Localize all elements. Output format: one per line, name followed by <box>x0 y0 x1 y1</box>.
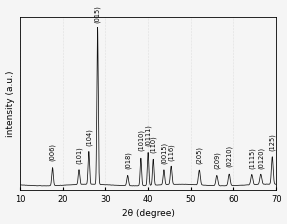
Text: (104): (104) <box>86 128 92 146</box>
Text: (006): (006) <box>49 143 56 161</box>
Text: (209): (209) <box>214 151 220 168</box>
Text: (1115): (1115) <box>249 147 255 168</box>
Text: (0210): (0210) <box>226 145 232 167</box>
Y-axis label: intensity (a.u.): intensity (a.u.) <box>5 71 15 137</box>
Text: (116): (116) <box>168 143 174 161</box>
Text: (018): (018) <box>124 151 131 168</box>
Text: (125): (125) <box>269 134 276 151</box>
X-axis label: 2θ (degree): 2θ (degree) <box>122 209 174 218</box>
Text: (110): (110) <box>150 135 156 153</box>
Text: (0015): (0015) <box>161 142 167 164</box>
Text: (015): (015) <box>94 6 101 24</box>
Text: (1010): (1010) <box>138 129 144 151</box>
Text: (101): (101) <box>76 146 82 164</box>
Text: (0120): (0120) <box>257 146 264 168</box>
Text: (0111): (0111) <box>145 124 151 146</box>
Text: (205): (205) <box>196 146 203 164</box>
